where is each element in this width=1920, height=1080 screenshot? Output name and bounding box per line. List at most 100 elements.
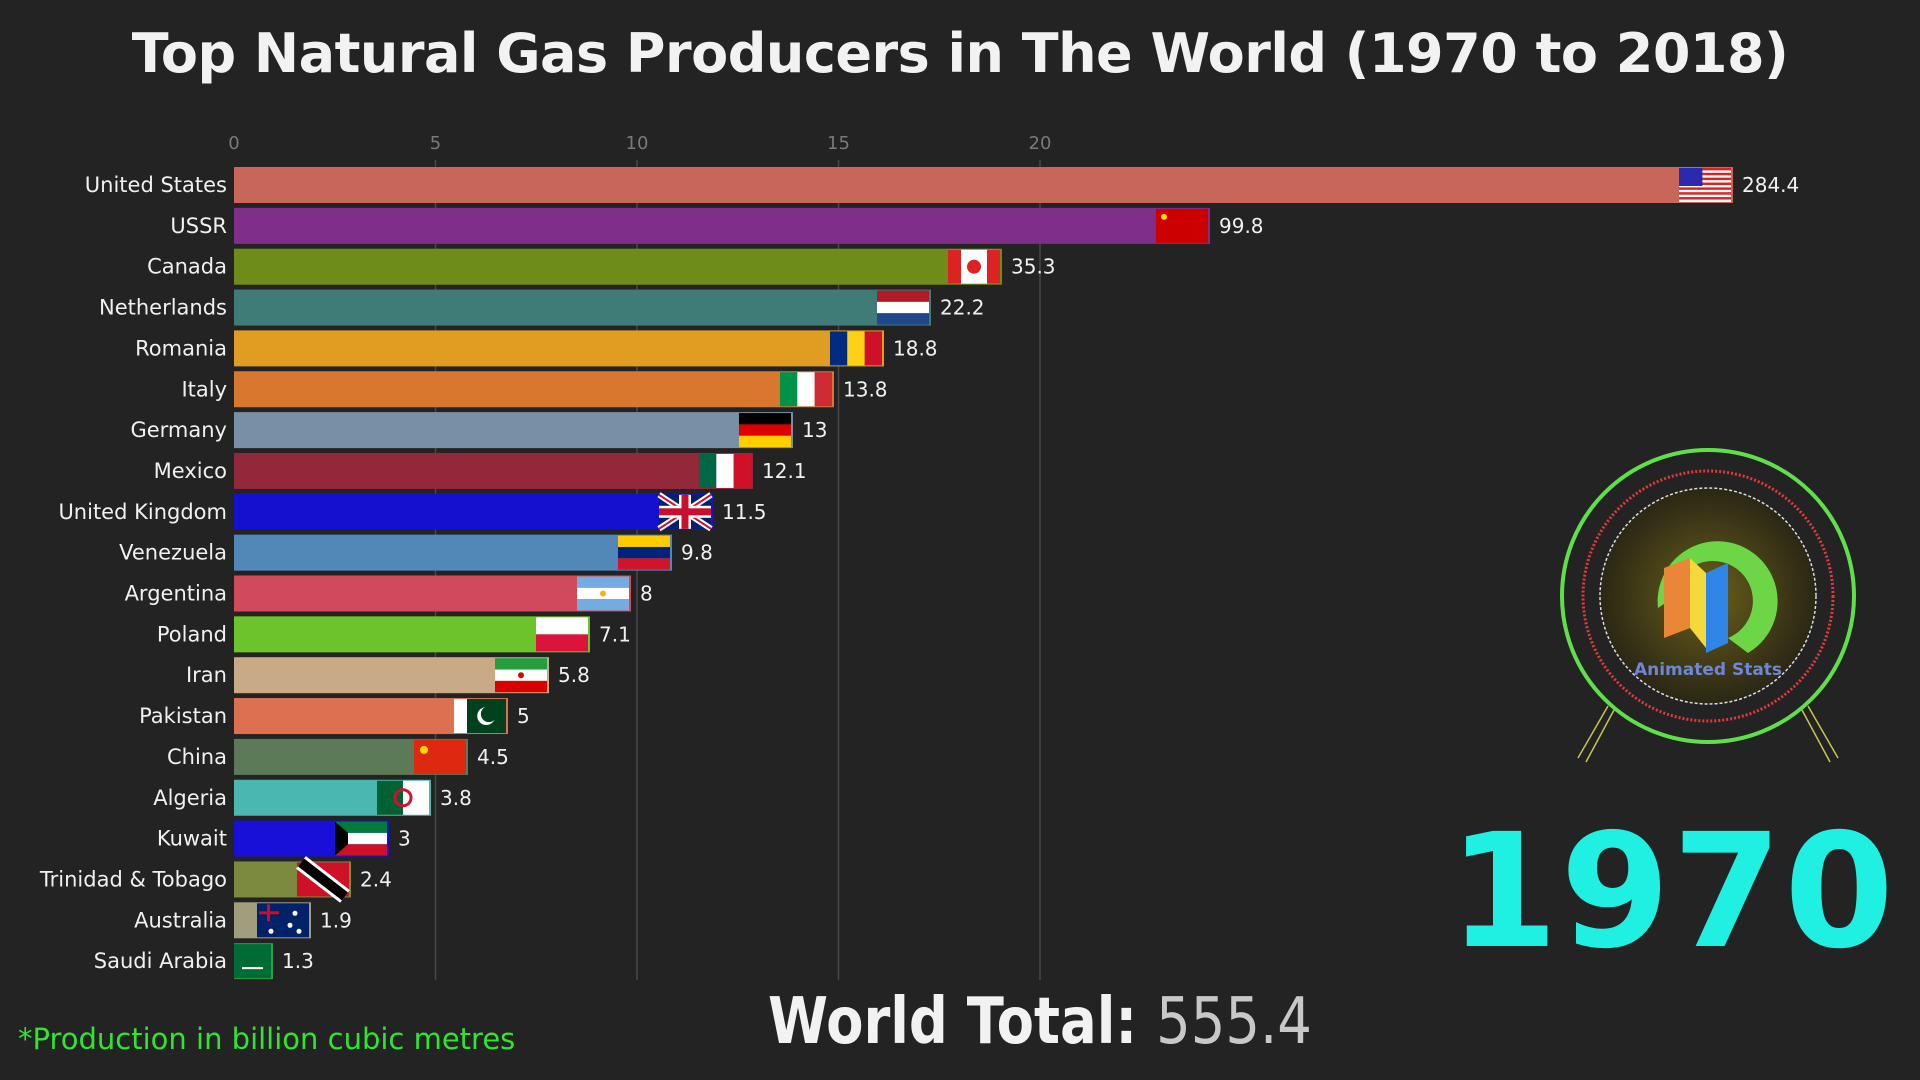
logo-text: Animated Stats — [1634, 660, 1782, 680]
bar — [234, 248, 1002, 285]
category-label: Argentina — [125, 582, 227, 606]
bar-row: Trinidad & Tobago 2.4 — [39, 856, 392, 903]
value-label: 35.3 — [1011, 255, 1056, 279]
footnote: *Production in billion cubic metres — [18, 1022, 516, 1056]
value-label: 1.3 — [282, 949, 314, 973]
category-label: Mexico — [154, 459, 227, 483]
saudi-arabia-flag-icon — [234, 944, 271, 979]
italy-flag-icon — [780, 372, 832, 407]
bar-row: Saudi Arabia 1.3 — [94, 943, 314, 980]
value-label: 8 — [640, 582, 653, 606]
bar — [234, 289, 931, 326]
value-label: 1.9 — [320, 908, 352, 932]
canada-flag-icon — [948, 249, 1000, 284]
category-label: Venezuela — [119, 541, 227, 565]
poland-flag-icon — [536, 617, 588, 652]
bar — [234, 207, 1210, 244]
value-label: 13 — [802, 418, 827, 442]
category-label: Canada — [147, 255, 227, 279]
value-label: 9.8 — [681, 541, 713, 565]
bar-row: Algeria 3.8 — [153, 779, 472, 816]
value-label: 11.5 — [722, 500, 767, 524]
trinidad-tobago-flag-icon — [296, 856, 350, 903]
x-tick-label: 15 — [827, 133, 850, 154]
bar-row: Kuwait 3 — [157, 820, 411, 857]
category-label: Trinidad & Tobago — [39, 867, 227, 891]
x-tick-label: 10 — [626, 133, 649, 154]
value-label: 284.4 — [1742, 173, 1799, 197]
value-label: 5 — [517, 704, 530, 728]
x-tick-label: 0 — [228, 133, 239, 154]
bar — [234, 371, 834, 408]
bar-row: Iran 5.8 — [186, 657, 590, 694]
category-label: USSR — [170, 214, 227, 238]
value-label: 13.8 — [843, 377, 888, 401]
value-label: 4.5 — [477, 745, 509, 769]
world-total-value: 555.4 — [1156, 985, 1312, 1059]
bar — [234, 167, 1733, 203]
germany-flag-icon — [739, 413, 791, 448]
mexico-flag-icon — [699, 453, 751, 488]
bar — [234, 412, 793, 449]
uk-flag-icon — [657, 492, 713, 532]
bar-row: Argentina 8 — [125, 575, 653, 612]
kuwait-flag-icon — [335, 821, 387, 856]
category-label: Germany — [130, 418, 227, 442]
value-label: 12.1 — [762, 459, 807, 483]
category-label: Poland — [157, 622, 227, 646]
category-label: Romania — [135, 336, 227, 360]
bar-row: Australia 1.9 — [134, 902, 352, 939]
category-label: Pakistan — [139, 704, 227, 728]
bar-chart: 0 5 10 15 20 United States 284.4 USSR 99.8 Canada… — [39, 133, 1799, 980]
category-label: United Kingdom — [58, 500, 227, 524]
ussr-flag-icon — [1156, 208, 1208, 243]
category-label: United States — [85, 173, 227, 197]
value-label: 3.8 — [440, 786, 472, 810]
category-label: Iran — [186, 663, 227, 687]
netherlands-flag-icon — [877, 290, 929, 325]
bar — [234, 616, 590, 653]
value-label: 2.4 — [360, 867, 392, 891]
bar — [234, 534, 672, 571]
argentina-flag-icon — [577, 576, 629, 611]
bar — [234, 493, 713, 530]
category-label: China — [167, 745, 227, 769]
bar-row: Italy 13.8 — [181, 371, 888, 408]
world-total-label: World Total: — [768, 985, 1138, 1059]
category-label: Kuwait — [157, 827, 227, 851]
logo-outer-ring — [1560, 448, 1856, 744]
value-label: 7.1 — [599, 622, 631, 646]
bar-row: Pakistan 5 — [139, 698, 530, 735]
year-label: 1970 — [1448, 800, 1896, 984]
category-label: Saudi Arabia — [94, 949, 227, 973]
value-label: 22.2 — [940, 296, 985, 320]
x-tick-label: 5 — [430, 133, 441, 154]
bar-row: China 4.5 — [167, 738, 509, 775]
bar-row: Mexico 12.1 — [154, 452, 807, 489]
value-label: 99.8 — [1219, 214, 1264, 238]
bar-row: Romania 18.8 — [135, 330, 938, 367]
value-label: 18.8 — [893, 336, 938, 360]
bar — [234, 452, 753, 489]
bar-row: United States 284.4 — [85, 167, 1799, 203]
bar-row: Canada 35.3 — [147, 248, 1056, 285]
china-flag-icon — [414, 739, 466, 774]
bar-row: USSR 99.8 — [170, 207, 1264, 244]
category-label: Algeria — [153, 786, 227, 810]
animated-stats-logo: Animated Stats — [1560, 448, 1856, 763]
world-total: World Total: 555.4 — [768, 985, 1312, 1059]
value-label: 3 — [398, 827, 411, 851]
iran-flag-icon — [495, 658, 547, 693]
bar-row: Germany 13 — [130, 412, 827, 449]
venezuela-flag-icon — [618, 535, 670, 570]
value-label: 5.8 — [558, 663, 590, 687]
bar — [234, 330, 884, 367]
bar — [234, 575, 631, 612]
category-label: Italy — [181, 377, 227, 401]
bar-row: United Kingdom 11.5 — [58, 492, 767, 532]
category-label: Netherlands — [99, 296, 227, 320]
australia-flag-icon — [257, 903, 309, 938]
logo-red-ring — [1581, 469, 1835, 723]
pakistan-flag-icon — [454, 699, 506, 734]
us-flag-icon — [1679, 168, 1731, 202]
